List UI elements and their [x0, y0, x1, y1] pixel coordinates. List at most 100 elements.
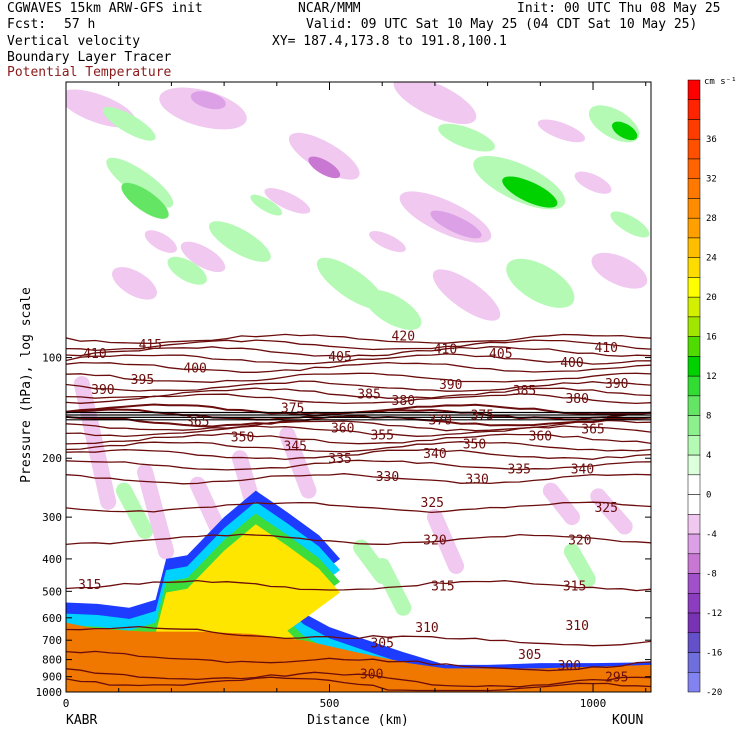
colorbar-box [687, 553, 701, 574]
theta-contour-320 [66, 533, 651, 546]
w-blob [610, 211, 650, 238]
y-tick-label: 1000 [36, 686, 63, 699]
theta-label: 385 [513, 384, 536, 399]
colorbar-box [687, 415, 701, 436]
theta-label: 300 [558, 659, 581, 674]
colorbar-box [687, 612, 701, 634]
colorbar-box [687, 514, 701, 535]
y-tick-label: 800 [42, 654, 62, 667]
theta-contour-420 [66, 333, 651, 345]
w-blob [102, 106, 156, 141]
colorbar-box [687, 356, 701, 377]
colorbar-box [687, 593, 701, 614]
colorbar-box [687, 138, 701, 160]
theta-label: 325 [421, 496, 444, 511]
colorbar-label: -20 [706, 688, 722, 698]
w-blob [432, 269, 501, 321]
y-tick-label: 300 [42, 511, 62, 524]
y-axis: 100 200 300 400 500 600 700 800 900 1000 [36, 352, 651, 699]
theta-contour-345 [66, 441, 651, 453]
theta-contour-315 [66, 579, 651, 592]
valid-time: Valid: 09 UTC Sat 10 May 25 (04 CDT Sat … [306, 17, 698, 32]
theta-label: 315 [78, 578, 101, 593]
theta-contour-labels: 420 415 410 410 410 405 405 400 400 395 390 390 390 3… [78, 330, 629, 686]
theta-label: 420 [392, 330, 415, 345]
w-blob [112, 267, 157, 300]
w-blob [288, 132, 360, 180]
y-tick-label: 500 [42, 585, 62, 598]
init-time: Init: 00 UTC Thu 08 May 25 [517, 1, 721, 16]
theta-label: 400 [560, 356, 583, 371]
theta-contour-350 [66, 432, 651, 445]
colorbar-unit: cm s⁻¹ [704, 77, 737, 87]
x-tick-label: 500 [320, 697, 340, 710]
w-blob [430, 210, 482, 239]
colorbar-box [687, 79, 701, 100]
w-blob [502, 176, 558, 208]
y-tick-label: 400 [42, 553, 62, 566]
colorbar-label: 4 [706, 451, 711, 461]
colorbar-box [687, 99, 701, 120]
theta-label: 370 [428, 413, 451, 428]
w-blob [264, 188, 311, 214]
w-blob [369, 231, 406, 253]
theta-label: 410 [434, 343, 457, 358]
left-station-label: KABR [66, 713, 97, 728]
theta-label: 410 [83, 347, 106, 362]
w-blob [591, 252, 648, 289]
theta-contour-305 [66, 650, 651, 672]
colorbar-box [687, 494, 701, 515]
w-blob [506, 258, 575, 308]
theta-contour-335 [66, 459, 651, 471]
theta-label: 295 [605, 671, 628, 686]
w-blob [364, 289, 422, 330]
colorbar-box [687, 435, 701, 456]
theta-contour-330 [66, 473, 651, 485]
theta-label: 335 [508, 463, 531, 478]
w-blob [106, 157, 174, 208]
theta-label: 350 [231, 430, 254, 445]
colorbar-box [687, 652, 701, 673]
theta-contour-300 [66, 668, 651, 688]
theta-label: 390 [439, 378, 462, 393]
colorbar-label: -8 [706, 570, 717, 580]
forecast-hour: 57 h [64, 17, 96, 32]
w-blob [308, 156, 341, 179]
theta-label: 305 [370, 636, 393, 651]
theta-label: 340 [571, 463, 594, 478]
theta-label: 320 [423, 534, 446, 549]
theta-contour-360 [66, 419, 651, 432]
colorbar-label: -16 [706, 649, 722, 659]
colorbar-box [687, 119, 701, 140]
theta-label: 360 [331, 422, 354, 437]
w-streak [590, 488, 633, 535]
theta-label: 350 [463, 438, 486, 453]
theta-contour-295 [66, 676, 651, 692]
theta-contours [66, 333, 651, 692]
colorbar-box [687, 336, 701, 357]
w-streak [563, 543, 596, 588]
theta-label: 400 [183, 361, 206, 376]
w-blob [180, 241, 226, 273]
right-station-label: KOUN [612, 713, 643, 728]
forecast-label: Fcst: [7, 17, 47, 32]
theta-label: 405 [328, 350, 351, 365]
terrain [66, 622, 651, 692]
y-tick-label: 700 [42, 634, 62, 647]
theta-contour-400 [66, 361, 651, 373]
colorbar-label: 12 [706, 372, 717, 382]
colorbar-label: -12 [706, 609, 722, 619]
colorbar-label: 16 [706, 333, 717, 343]
colorbar-label: 32 [706, 175, 717, 185]
theta-label: 300 [360, 667, 383, 682]
terrain-fill [66, 622, 651, 692]
colorbar-label: 24 [706, 254, 717, 264]
theta-label: 375 [471, 408, 494, 423]
xy-range: XY= 187.4,173.8 to 191.8,100.1 [272, 34, 507, 49]
theta-label: 330 [465, 473, 488, 488]
w-blob [144, 230, 177, 253]
colorbar-box [687, 296, 701, 318]
theta-label: 365 [186, 415, 209, 430]
theta-contour-405 [66, 353, 651, 365]
